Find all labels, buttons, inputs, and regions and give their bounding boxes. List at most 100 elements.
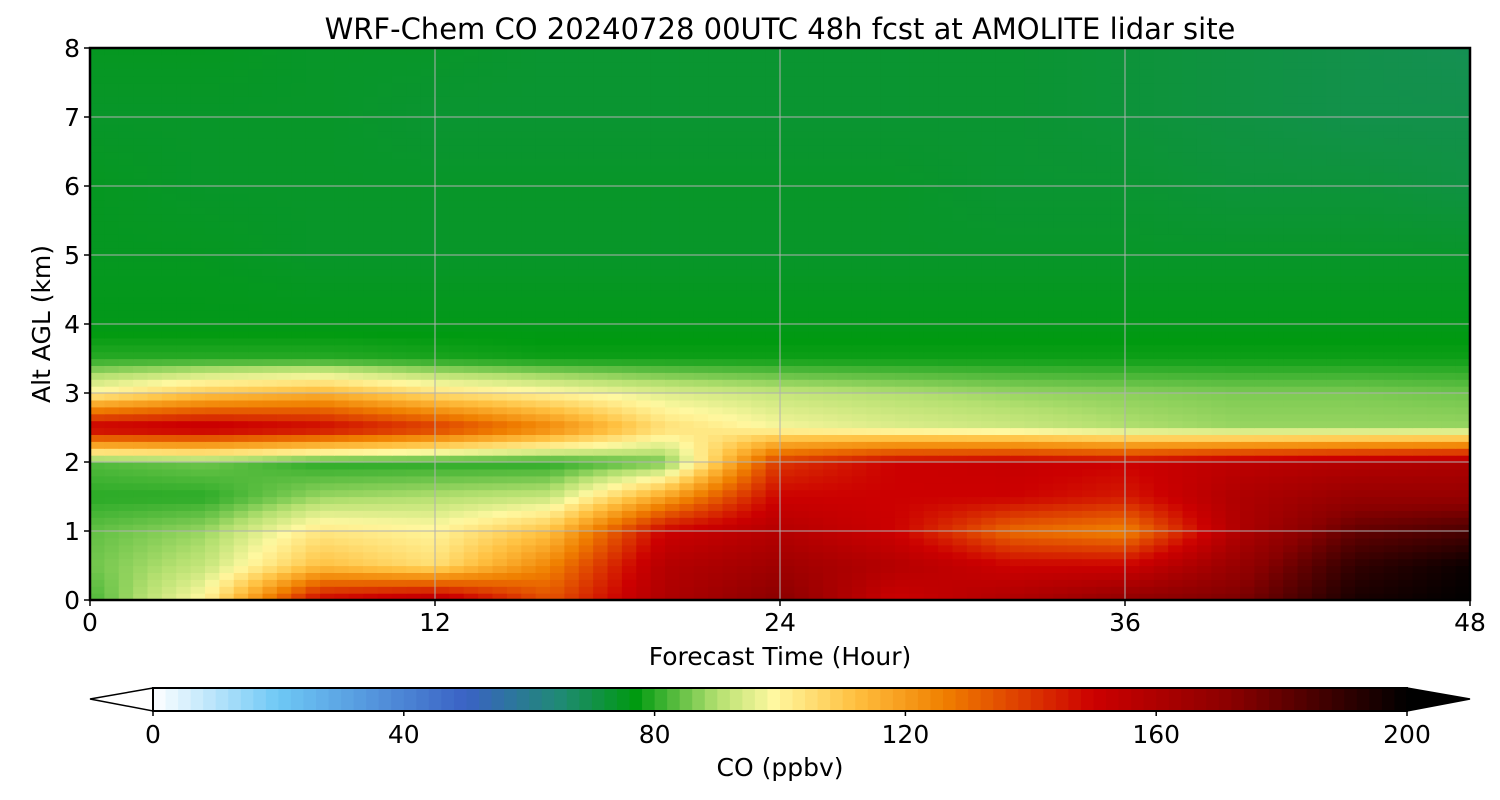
heatmap-cell bbox=[1340, 558, 1356, 567]
heatmap-cell bbox=[1326, 558, 1342, 567]
heatmap-cell bbox=[1010, 406, 1025, 415]
heatmap-cell bbox=[363, 524, 379, 532]
heatmap-cell bbox=[780, 468, 795, 477]
heatmap-cell bbox=[276, 241, 292, 249]
heatmap-cell bbox=[248, 317, 264, 325]
heatmap-cell bbox=[1369, 303, 1385, 311]
heatmap-cell bbox=[104, 386, 120, 394]
heatmap-cell bbox=[104, 496, 120, 504]
heatmap-cell bbox=[1254, 303, 1270, 311]
heatmap-cell bbox=[1412, 413, 1428, 422]
heatmap-cell bbox=[550, 537, 565, 546]
heatmap-cell bbox=[1426, 455, 1442, 463]
heatmap-cell bbox=[363, 510, 379, 518]
heatmap-cell bbox=[1283, 586, 1299, 594]
heatmap-cell bbox=[1311, 393, 1327, 401]
heatmap-cell bbox=[363, 351, 379, 360]
heatmap-cell bbox=[492, 558, 508, 567]
heatmap-cell bbox=[607, 427, 623, 435]
heatmap-cell bbox=[938, 330, 954, 339]
heatmap-cell bbox=[334, 468, 350, 477]
heatmap-cell bbox=[219, 289, 235, 297]
heatmap-cell bbox=[1182, 551, 1198, 560]
heatmap-cell bbox=[1369, 462, 1385, 470]
heatmap-cell bbox=[1369, 455, 1385, 463]
heatmap-cell bbox=[161, 462, 177, 470]
heatmap-cell bbox=[363, 551, 379, 560]
heatmap-cell bbox=[205, 468, 220, 477]
heatmap-cell bbox=[363, 572, 379, 580]
heatmap-cell bbox=[1139, 565, 1155, 573]
heatmap-cell bbox=[851, 330, 867, 339]
heatmap-cell bbox=[751, 441, 767, 449]
heatmap-cell bbox=[535, 551, 551, 560]
heatmap-cell bbox=[736, 303, 752, 311]
heatmap-cell bbox=[406, 565, 422, 573]
heatmap-cell bbox=[722, 289, 738, 297]
heatmap-cell bbox=[880, 351, 896, 360]
heatmap-cell bbox=[995, 537, 1011, 546]
heatmap-cell bbox=[248, 503, 264, 511]
heatmap-cell bbox=[276, 358, 292, 366]
heatmap-cell bbox=[938, 379, 954, 387]
heatmap-cell bbox=[276, 468, 292, 477]
heatmap-cell bbox=[636, 386, 652, 394]
heatmap-cell bbox=[578, 496, 594, 504]
heatmap-cell bbox=[1182, 310, 1198, 318]
heatmap-cell bbox=[866, 551, 882, 560]
heatmap-cell bbox=[593, 268, 609, 277]
heatmap-cell bbox=[1182, 413, 1198, 422]
heatmap-cell bbox=[1369, 420, 1385, 429]
heatmap-cell bbox=[1340, 544, 1356, 553]
heatmap-cell bbox=[607, 537, 623, 546]
heatmap-cell bbox=[866, 586, 882, 594]
heatmap-cell bbox=[118, 303, 134, 311]
heatmap-cell bbox=[305, 399, 321, 408]
heatmap-cell bbox=[377, 496, 393, 504]
heatmap-cell bbox=[1196, 248, 1212, 256]
heatmap-cell bbox=[981, 551, 997, 560]
heatmap-cell bbox=[1168, 324, 1184, 332]
heatmap-cell bbox=[621, 393, 637, 401]
heatmap-cell bbox=[1340, 427, 1356, 435]
heatmap-cell bbox=[190, 579, 206, 587]
heatmap-cell bbox=[348, 255, 364, 263]
heatmap-cell bbox=[765, 317, 781, 325]
heatmap-cell bbox=[248, 496, 264, 504]
heatmap-cell bbox=[535, 379, 551, 387]
heatmap-cell bbox=[880, 455, 896, 463]
heatmap-cell bbox=[1110, 565, 1126, 573]
heatmap-cell bbox=[578, 441, 594, 449]
heatmap-cell bbox=[578, 241, 594, 249]
heatmap-cell bbox=[219, 537, 235, 546]
heatmap-cell bbox=[923, 579, 939, 587]
heatmap-cell bbox=[1211, 524, 1227, 532]
heatmap-cell bbox=[1441, 572, 1457, 580]
heatmap-cell bbox=[435, 282, 450, 291]
heatmap-cell bbox=[679, 517, 695, 525]
heatmap-cell bbox=[938, 420, 954, 429]
heatmap-cell bbox=[1369, 310, 1385, 318]
heatmap-cell bbox=[1081, 268, 1097, 277]
heatmap-cell bbox=[722, 399, 738, 408]
heatmap-cell bbox=[1067, 482, 1083, 491]
heatmap-cell bbox=[981, 261, 997, 270]
heatmap-cell bbox=[1125, 372, 1140, 380]
heatmap-cell bbox=[1441, 517, 1457, 525]
heatmap-cell bbox=[808, 358, 824, 366]
heatmap-cell bbox=[550, 558, 565, 567]
heatmap-cell bbox=[305, 255, 321, 263]
heatmap-cell bbox=[722, 282, 738, 291]
heatmap-cell bbox=[1081, 427, 1097, 435]
heatmap-cell bbox=[449, 372, 465, 380]
heatmap-cell bbox=[478, 579, 494, 587]
heatmap-cell bbox=[1383, 537, 1399, 546]
heatmap-cell bbox=[923, 337, 939, 346]
heatmap-cell bbox=[1340, 496, 1356, 504]
heatmap-cell bbox=[995, 386, 1011, 394]
heatmap-cell bbox=[492, 441, 508, 449]
heatmap-cell bbox=[262, 351, 278, 360]
heatmap-cell bbox=[535, 462, 551, 470]
heatmap-cell bbox=[823, 358, 839, 366]
heatmap-cell bbox=[276, 268, 292, 277]
